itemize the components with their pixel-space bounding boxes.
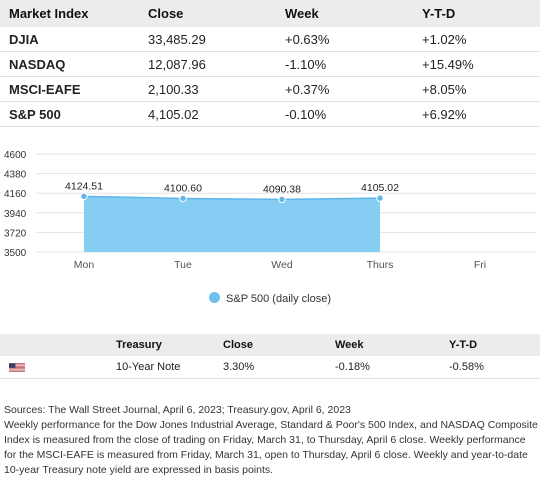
legend-label: S&P 500 (daily close) [226,293,331,305]
y-tick-label: 3500 [4,248,27,259]
data-point [179,194,187,203]
sp500-area-chart: 4600 4380 4160 3940 3720 3500 4124.51 4100.60 40… [0,140,540,330]
treasury-close: 3.30% [217,356,329,379]
header-flag [0,334,110,356]
x-tick-label: Wed [271,259,293,271]
data-label: 4124.51 [65,180,103,192]
treasury-table: Treasury Close Week Y-T-D 10- [0,334,540,379]
table-row: DJIA 33,485.29 +0.63% +1.02% [0,27,540,52]
header-ytd: Y-T-D [443,334,540,356]
index-week: +0.63% [276,27,413,52]
index-close: 33,485.29 [139,27,276,52]
market-index-table: Market Index Close Week Y-T-D DJIA 33,48… [0,0,540,127]
index-week: +0.37% [276,76,413,102]
chart-legend: S&P 500 (daily close) [0,292,540,305]
y-tick-label: 4160 [4,189,27,200]
data-label: 4105.02 [361,182,399,194]
table-row: NASDAQ 12,087.96 -1.10% +15.49% [0,51,540,77]
legend-swatch [209,292,221,303]
x-tick-label: Thurs [367,259,394,271]
us-flag-icon [9,362,25,372]
y-tick-label: 3940 [4,209,27,220]
treasury-week: -0.18% [329,356,443,379]
series-area [84,196,380,252]
index-ytd: +8.05% [413,76,540,102]
index-close: 12,087.96 [139,51,276,77]
table-row: S&P 500 4,105.02 -0.10% +6.92% [0,101,540,127]
header-market-index: Market Index [0,0,139,27]
chart-svg: 4600 4380 4160 3940 3720 3500 4124.51 4100.60 40… [4,150,536,271]
header-ytd: Y-T-D [413,0,540,27]
y-tick-label: 4600 [4,150,27,161]
footnotes: Sources: The Wall Street Journal, April … [4,403,538,478]
treasury-ytd: -0.58% [443,356,540,379]
index-name: S&P 500 [0,101,139,127]
index-ytd: +15.49% [413,51,540,77]
market-table-header-row: Market Index Close Week Y-T-D [0,0,540,27]
data-label: 4100.60 [164,182,202,194]
header-close: Close [139,0,276,27]
header-treasury: Treasury [110,334,217,356]
header-week: Week [276,0,413,27]
index-name: NASDAQ [0,51,139,77]
table-row: 10-Year Note 3.30% -0.18% -0.58% [0,356,540,379]
data-point [376,194,384,202]
index-week: -0.10% [276,101,413,127]
data-label: 4090.38 [263,183,301,195]
index-name: DJIA [0,27,139,52]
index-close: 4,105.02 [139,101,276,127]
x-tick-label: Fri [474,259,486,271]
index-ytd: +1.02% [413,27,540,52]
index-ytd: +6.92% [413,101,540,127]
treasury-name: 10-Year Note [110,356,217,379]
header-close: Close [217,334,329,356]
y-tick-label: 4380 [4,170,27,181]
series-line [83,195,381,201]
methodology-note: Weekly performance for the Dow Jones Ind… [4,419,538,476]
x-tick-label: Tue [174,259,192,271]
index-week: -1.10% [276,51,413,77]
table-row: MSCI-EAFE 2,100.33 +0.37% +8.05% [0,76,540,102]
sources-note: Sources: The Wall Street Journal, April … [4,404,351,416]
header-week: Week [329,334,443,356]
treasury-header-row: Treasury Close Week Y-T-D [0,334,540,356]
y-tick-label: 3720 [4,228,27,239]
index-name: MSCI-EAFE [0,76,139,102]
us-flag-cell [0,356,110,379]
index-close: 2,100.33 [139,76,276,102]
x-tick-label: Mon [74,259,95,271]
data-point [80,192,88,201]
data-point [278,195,286,204]
